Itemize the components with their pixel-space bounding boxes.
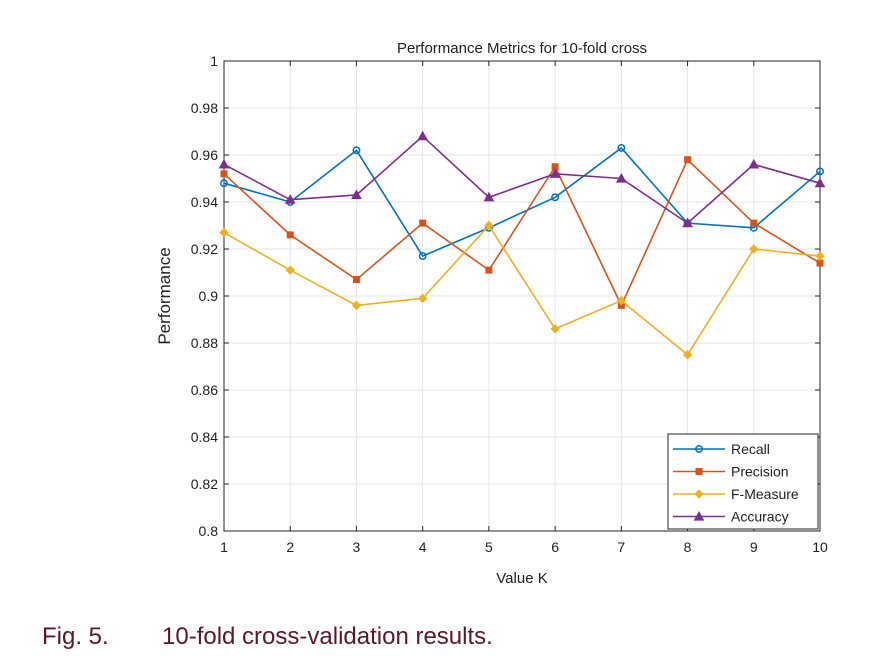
data-point-precision bbox=[816, 259, 824, 267]
data-point-f-measure bbox=[417, 293, 428, 304]
data-point-f-measure bbox=[682, 350, 693, 360]
x-tick-label: 2 bbox=[286, 539, 294, 555]
legend-box bbox=[667, 433, 819, 530]
data-point-f-measure bbox=[219, 227, 229, 238]
data-point-recall bbox=[352, 146, 361, 155]
series-f-measure bbox=[219, 220, 825, 360]
legend-label-f-measure: F-Measure bbox=[731, 486, 799, 502]
data-point-precision bbox=[750, 219, 758, 227]
figure-number: Fig. 5. bbox=[42, 623, 109, 650]
data-point-recall bbox=[617, 144, 626, 152]
legend-label-recall: Recall bbox=[731, 441, 770, 457]
data-point-f-measure bbox=[351, 300, 362, 311]
x-tick-label: 1 bbox=[220, 539, 228, 555]
series-lines bbox=[218, 130, 826, 360]
chart-title: Performance Metrics for 10-fold cross bbox=[397, 40, 647, 57]
data-point-accuracy bbox=[814, 177, 826, 188]
data-point-recall bbox=[418, 252, 427, 260]
data-point-accuracy bbox=[284, 194, 296, 204]
y-tick-label: 0.84 bbox=[191, 429, 218, 445]
caption-text: 10-fold cross-validation results. bbox=[162, 623, 493, 650]
legend-label-accuracy: Accuracy bbox=[731, 509, 789, 525]
data-point-accuracy bbox=[417, 130, 429, 141]
data-point-f-measure bbox=[815, 251, 825, 261]
series-line-accuracy bbox=[223, 135, 821, 225]
data-point-precision bbox=[684, 156, 692, 164]
series-line-f-measure bbox=[223, 224, 821, 356]
data-point-f-measure bbox=[550, 324, 560, 334]
data-point-accuracy bbox=[218, 158, 230, 169]
y-tick-label: 0.94 bbox=[191, 194, 218, 210]
series-precision bbox=[220, 156, 824, 309]
x-tick-label: 10 bbox=[812, 539, 828, 555]
legend-marker-accuracy bbox=[693, 510, 705, 521]
y-tick-label: 0.92 bbox=[191, 241, 218, 257]
y-tick-label: 0.96 bbox=[191, 147, 218, 163]
x-tick-label: 8 bbox=[684, 539, 692, 555]
x-tick-label: 5 bbox=[485, 539, 493, 555]
series-line-precision bbox=[223, 158, 821, 308]
series-accuracy bbox=[218, 130, 826, 228]
y-tick-label: 0.82 bbox=[191, 476, 218, 492]
data-point-precision bbox=[352, 276, 360, 284]
data-point-accuracy bbox=[483, 191, 495, 202]
x-axis-label: Value K bbox=[496, 570, 547, 587]
legend-label-precision: Precision bbox=[731, 464, 789, 480]
legend-marker-f-measure bbox=[694, 489, 704, 499]
x-tick-label: 4 bbox=[419, 539, 427, 555]
y-tick-label: 0.98 bbox=[191, 100, 218, 116]
legend: Recall Precision F-Measure Accuracy bbox=[667, 433, 819, 530]
x-tick-label: 7 bbox=[617, 539, 625, 555]
legend-marker-recall bbox=[695, 445, 703, 453]
data-point-accuracy bbox=[615, 172, 627, 183]
x-tick-label: 6 bbox=[551, 539, 559, 555]
data-point-accuracy bbox=[351, 189, 362, 200]
x-tick-label: 9 bbox=[750, 539, 758, 555]
data-point-f-measure bbox=[285, 265, 295, 275]
series-line-recall bbox=[223, 146, 821, 258]
y-tick-label: 0.9 bbox=[199, 288, 219, 304]
data-point-f-measure bbox=[616, 295, 627, 306]
x-tick-label: 3 bbox=[353, 539, 361, 555]
axes: 1 2 3 4 5 6 7 8 9 10 0.8 0.82 0.84 0.86 0.88 0.9 0.92 0.9… bbox=[191, 53, 828, 555]
data-point-precision bbox=[286, 231, 294, 239]
legend-marker-precision bbox=[695, 468, 703, 475]
data-point-accuracy bbox=[748, 158, 760, 169]
data-point-f-measure bbox=[484, 220, 494, 231]
data-point-accuracy bbox=[682, 217, 693, 228]
y-tick-label: 0.88 bbox=[191, 335, 218, 351]
data-point-recall bbox=[551, 193, 560, 202]
data-point-recall bbox=[816, 167, 824, 176]
y-tick-label: 0.8 bbox=[199, 523, 219, 539]
data-point-f-measure bbox=[749, 244, 759, 254]
y-tick-label: 0.86 bbox=[191, 382, 218, 398]
data-point-precision bbox=[485, 266, 493, 274]
y-axis-label: Performance bbox=[155, 247, 174, 344]
data-point-recall bbox=[220, 179, 228, 188]
data-point-accuracy bbox=[549, 168, 561, 178]
data-point-precision bbox=[419, 219, 427, 227]
figure-caption: Fig. 5. 10-fold cross-validation results. bbox=[42, 623, 493, 651]
data-point-precision bbox=[220, 170, 228, 178]
y-tick-label: 1 bbox=[210, 53, 218, 69]
